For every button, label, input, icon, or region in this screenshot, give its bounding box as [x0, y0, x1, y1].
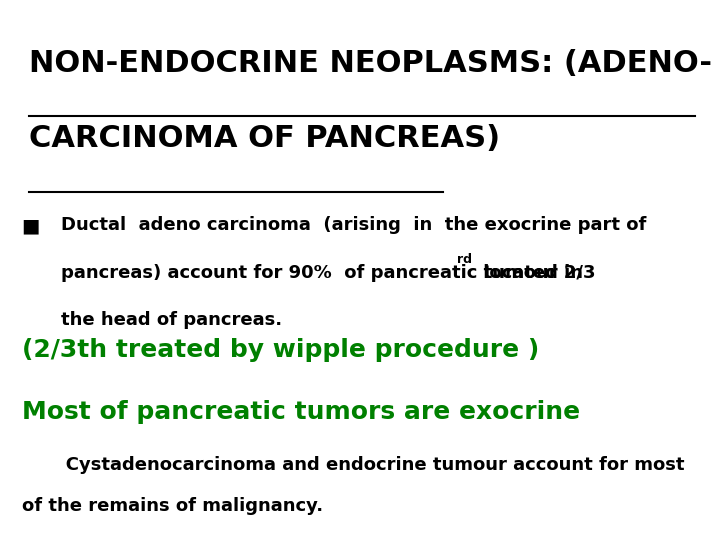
Text: Ductal  adeno carcinoma  (arising  in  the exocrine part of: Ductal adeno carcinoma (arising in the e… [61, 216, 647, 234]
Text: CARCINOMA OF PANCREAS): CARCINOMA OF PANCREAS) [29, 124, 500, 153]
Text: of the remains of malignancy.: of the remains of malignancy. [22, 497, 323, 515]
Text: Most of pancreatic tumors are exocrine: Most of pancreatic tumors are exocrine [22, 400, 580, 423]
Text: pancreas) account for 90%  of pancreatic tumour 2/3: pancreas) account for 90% of pancreatic … [61, 264, 595, 281]
Text: ■: ■ [22, 216, 40, 235]
Text: (2/3th treated by wipple procedure ): (2/3th treated by wipple procedure ) [22, 338, 539, 361]
Text: the head of pancreas.: the head of pancreas. [61, 311, 282, 329]
Text: Cystadenocarcinoma and endocrine tumour account for most: Cystadenocarcinoma and endocrine tumour … [22, 456, 684, 474]
Text: located in: located in [477, 264, 583, 281]
Text: rd: rd [457, 253, 472, 266]
Text: NON-ENDOCRINE NEOPLASMS: (ADENO-: NON-ENDOCRINE NEOPLASMS: (ADENO- [29, 49, 712, 78]
